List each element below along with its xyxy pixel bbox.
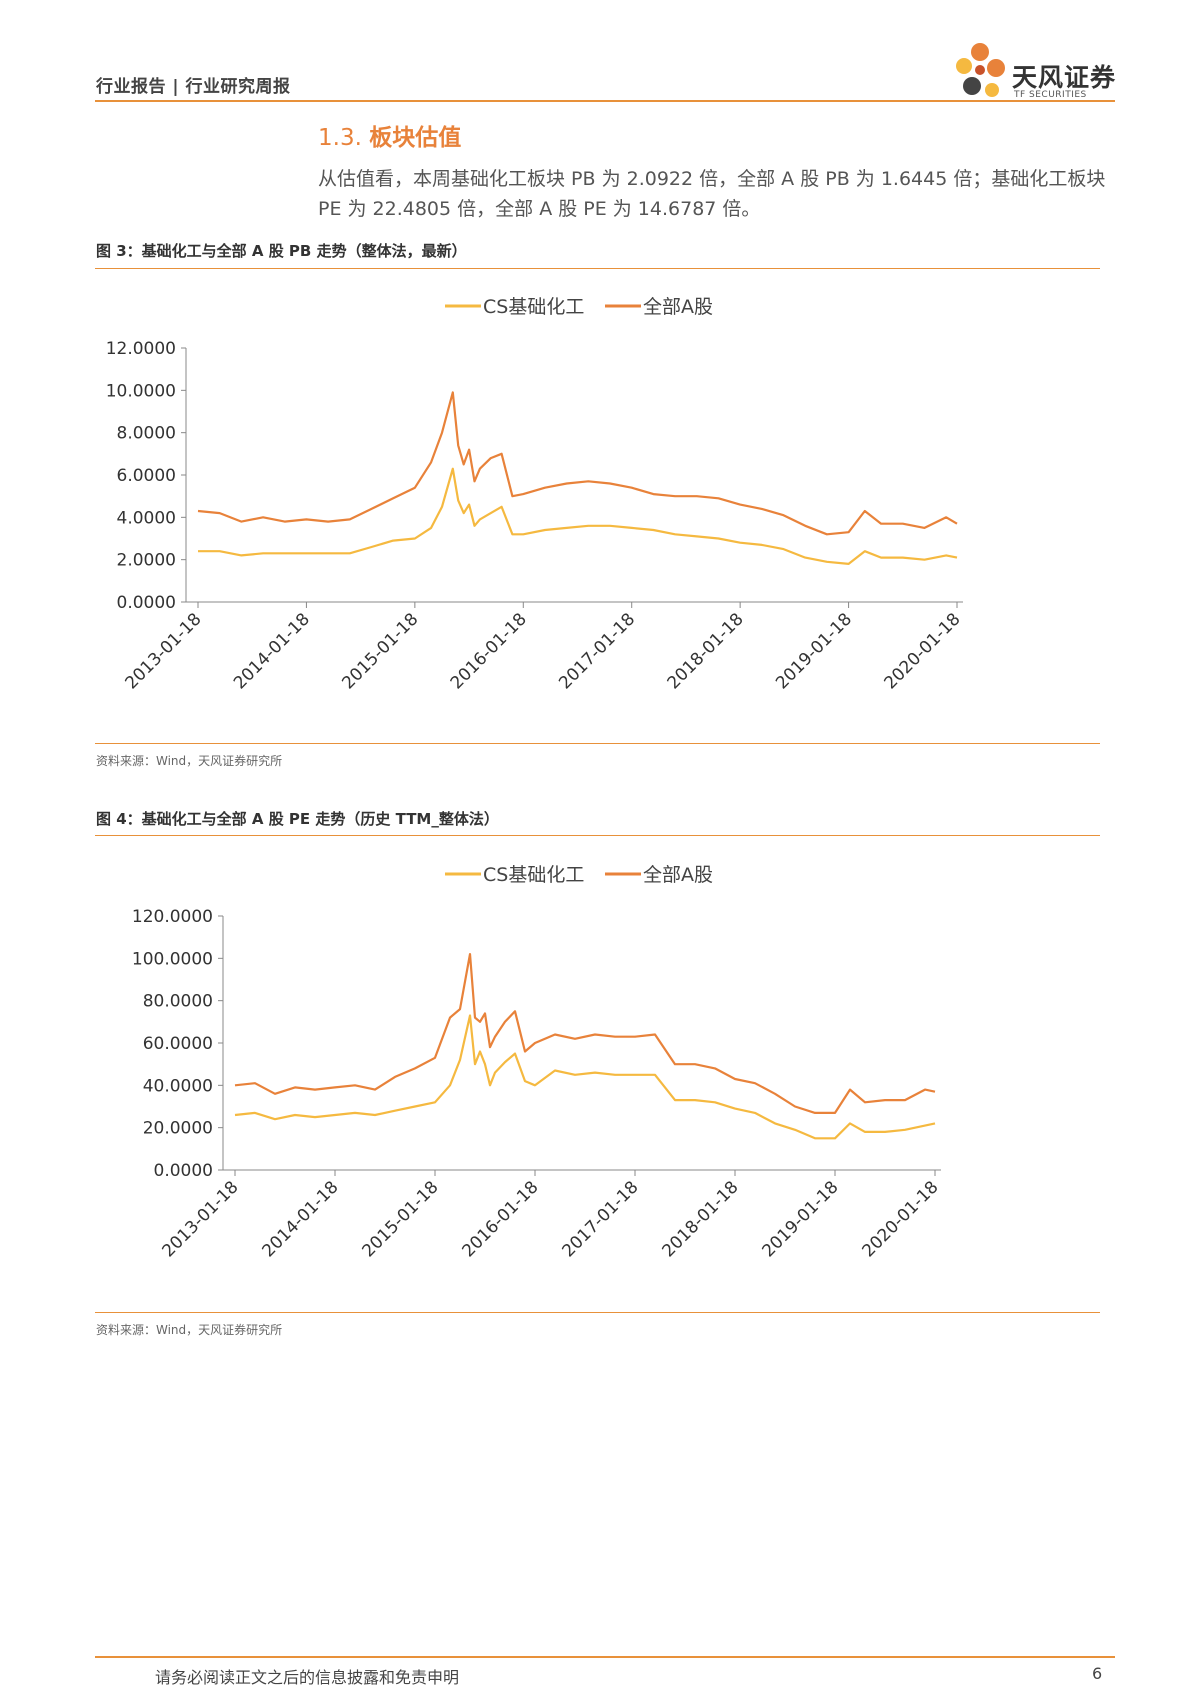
figure-3-title: 图 3：基础化工与全部 A 股 PB 走势（整体法，最新） bbox=[96, 242, 467, 260]
y-tick-label: 120.0000 bbox=[132, 907, 213, 927]
y-tick-label: 0.0000 bbox=[117, 593, 176, 613]
page-number: 6 bbox=[1092, 1664, 1103, 1683]
x-tick-label: 2016-01-18 bbox=[459, 1177, 543, 1261]
y-tick-label: 2.0000 bbox=[117, 551, 176, 571]
footer-divider bbox=[95, 1656, 1115, 1658]
y-tick-label: 100.0000 bbox=[132, 949, 213, 969]
x-tick-label: 2013-01-18 bbox=[122, 609, 206, 693]
figure-3-source: 资料来源：Wind，天风证券研究所 bbox=[96, 754, 283, 768]
x-tick-label: 2018-01-18 bbox=[664, 609, 748, 693]
x-tick-label: 2019-01-18 bbox=[759, 1177, 843, 1261]
report-header-title: 行业报告 | 行业研究周报 bbox=[96, 77, 291, 97]
figure-4-bottom-rule bbox=[95, 1312, 1100, 1313]
flower-logo-icon bbox=[956, 43, 1005, 97]
x-tick-label: 2017-01-18 bbox=[559, 1177, 643, 1261]
x-tick-label: 2020-01-18 bbox=[859, 1177, 943, 1261]
y-tick-label: 80.0000 bbox=[143, 992, 213, 1012]
y-tick-label: 12.0000 bbox=[106, 339, 176, 359]
series-line-all-a bbox=[234, 952, 936, 1114]
figure-4-top-rule bbox=[95, 835, 1100, 836]
legend-label-cs: CS基础化工 bbox=[483, 296, 584, 318]
legend-label-all_a: 全部A股 bbox=[643, 864, 713, 886]
y-tick-label: 6.0000 bbox=[117, 466, 176, 486]
x-tick-label: 2013-01-18 bbox=[159, 1177, 243, 1261]
y-tick-label: 60.0000 bbox=[143, 1034, 213, 1054]
section-heading: 1.3. 板块估值 bbox=[318, 118, 461, 152]
x-tick-label: 2014-01-18 bbox=[259, 1177, 343, 1261]
figure-3-top-rule bbox=[95, 268, 1100, 269]
logo-name-cn: 天风证券 bbox=[1012, 63, 1117, 92]
y-tick-label: 40.0000 bbox=[143, 1076, 213, 1096]
y-tick-label: 4.0000 bbox=[117, 508, 176, 528]
y-tick-label: 10.0000 bbox=[106, 381, 176, 401]
x-tick-label: 2015-01-18 bbox=[359, 1177, 443, 1261]
logo-name-en: TF SECURITIES bbox=[1014, 90, 1087, 100]
section-number: 1.3. bbox=[318, 125, 362, 151]
y-tick-label: 8.0000 bbox=[117, 424, 176, 444]
figure-3-bottom-rule bbox=[95, 743, 1100, 744]
pe-line-chart: CS基础化工 全部A股 120.0000 100.0000 80.0000 60.0000… bbox=[132, 864, 943, 1261]
footer-disclaimer: 请务必阅读正文之后的信息披露和免责申明 bbox=[155, 1668, 460, 1687]
x-tick-label: 2020-01-18 bbox=[881, 609, 965, 693]
figure-4-source: 资料来源：Wind，天风证券研究所 bbox=[96, 1323, 283, 1337]
company-logo: 天风证券 TF SECURITIES bbox=[950, 38, 1120, 108]
x-tick-label: 2019-01-18 bbox=[772, 609, 856, 693]
legend-label-cs: CS基础化工 bbox=[483, 864, 584, 886]
figure-4-title: 图 4：基础化工与全部 A 股 PE 走势（历史 TTM_整体法） bbox=[96, 810, 499, 828]
y-tick-label: 0.0000 bbox=[154, 1161, 213, 1181]
y-tick-label: 20.0000 bbox=[143, 1119, 213, 1139]
series-line-all-a bbox=[197, 391, 958, 536]
x-tick-label: 2018-01-18 bbox=[659, 1177, 743, 1261]
x-tick-label: 2017-01-18 bbox=[555, 609, 639, 693]
section-title: 板块估值 bbox=[369, 125, 462, 151]
body-paragraph: 从估值看，本周基础化工板块 PB 为 2.0922 倍，全部 A 股 PB 为 … bbox=[318, 168, 1106, 220]
x-tick-label: 2014-01-18 bbox=[230, 609, 314, 693]
series-line-cs bbox=[234, 1014, 936, 1140]
x-tick-label: 2015-01-18 bbox=[338, 609, 422, 693]
x-tick-label: 2016-01-18 bbox=[447, 609, 531, 693]
series-line-cs bbox=[198, 467, 958, 565]
legend-label-all_a: 全部A股 bbox=[643, 296, 713, 318]
pb-line-chart: CS基础化工 全部A股 12.0000 10.0000 8.0000 6.0000 4.00… bbox=[106, 296, 965, 693]
header-divider bbox=[95, 100, 1115, 102]
